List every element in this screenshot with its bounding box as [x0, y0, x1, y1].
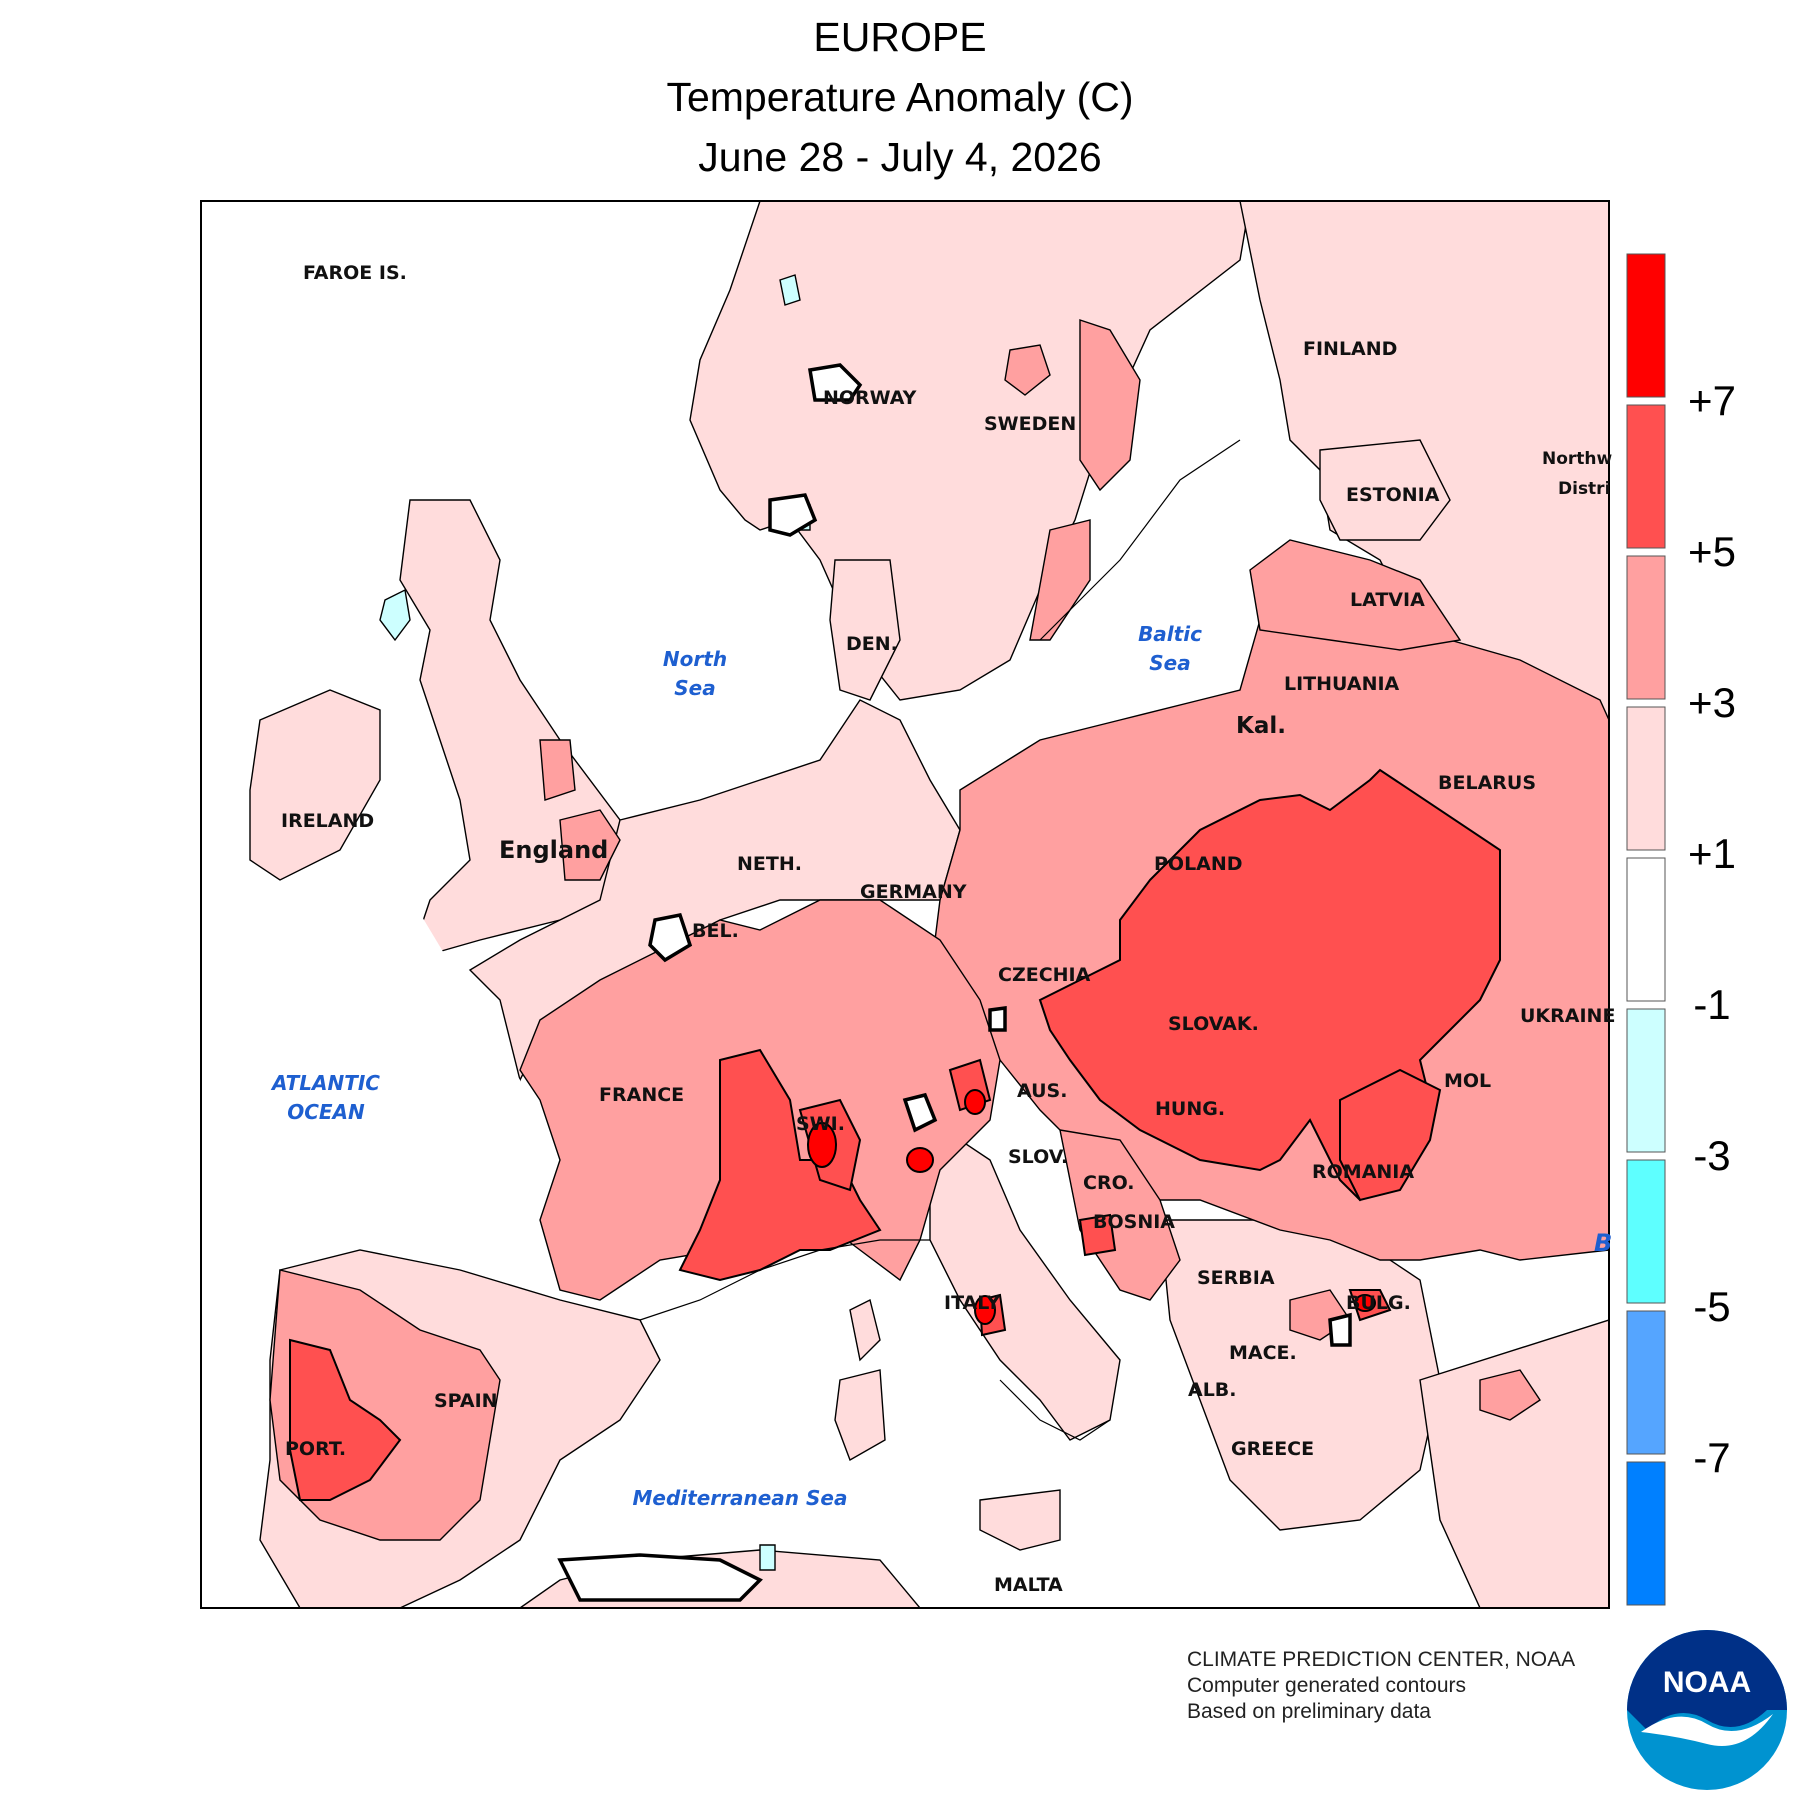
label-greece: GREECE	[1231, 1438, 1314, 1460]
legend-swatch	[1626, 1008, 1666, 1153]
legend-tick-label: -5	[1693, 1283, 1730, 1330]
legend-tick-label: +7	[1688, 377, 1736, 424]
label-france: FRANCE	[599, 1084, 684, 1106]
noaa-logo-text: NOAA	[1663, 1666, 1751, 1699]
label-edge-b: B	[1594, 1229, 1612, 1257]
credit-line-1: CLIMATE PREDICTION CENTER, NOAA	[1187, 1648, 1576, 1671]
map-body	[201, 201, 1609, 1608]
label-croatia: CRO.	[1083, 1172, 1135, 1194]
label-england: England	[499, 836, 608, 864]
label-bosnia: BOSNIA	[1093, 1211, 1175, 1233]
label-kal: Kal.	[1236, 713, 1286, 739]
zero-contour-rings	[557, 363, 1352, 1602]
noaa-logo: NOAA	[1627, 1630, 1787, 1790]
label-north-sea-2: Sea	[674, 676, 715, 700]
label-germany: GERMANY	[860, 881, 967, 903]
map-period-title: June 28 - July 4, 2026	[698, 134, 1102, 180]
label-norway: NORWAY	[823, 387, 917, 409]
legend-tick-label: -7	[1693, 1434, 1730, 1481]
label-sweden: SWEDEN	[984, 413, 1076, 435]
label-slovenia: SLOV.	[1008, 1146, 1068, 1168]
label-atlantic-2: OCEAN	[287, 1100, 365, 1124]
label-baltic-sea-1: Baltic	[1138, 622, 1202, 646]
legend-tick-label: +3	[1688, 679, 1736, 726]
label-estonia: ESTONIA	[1346, 484, 1440, 506]
label-italy: ITALY	[944, 1292, 1000, 1314]
label-belgium: BEL.	[692, 920, 739, 942]
coastlines	[639, 439, 1241, 1441]
label-portugal: PORT.	[285, 1438, 346, 1460]
label-atlantic-1: ATLANTIC	[270, 1071, 380, 1095]
label-ukraine: UKRAINE	[1520, 1005, 1615, 1027]
sea-labels: North Sea Baltic Sea ATLANTIC OCEAN Medi…	[270, 622, 1202, 1510]
open-sea-areas	[201, 201, 520, 1300]
color-legend: +7 +5 +3 +1 -1 -3 -5 -7	[1626, 253, 1736, 1606]
anomaly-above-7-areas	[807, 1089, 1376, 1325]
label-faroe: FAROE IS.	[303, 262, 407, 284]
legend-tick-label: +5	[1688, 528, 1736, 575]
legend-tick-label: -1	[1693, 981, 1730, 1028]
label-belarus: BELARUS	[1438, 772, 1536, 794]
legend-swatch	[1626, 1461, 1666, 1606]
legend-swatch	[1626, 857, 1666, 1002]
legend-swatch	[1626, 555, 1666, 700]
map-frame	[200, 200, 1610, 1609]
legend-swatch	[1626, 1310, 1666, 1455]
label-baltic-sea-2: Sea	[1149, 651, 1190, 675]
label-slovakia: SLOVAK.	[1168, 1013, 1259, 1035]
label-latvia: LATVIA	[1350, 589, 1425, 611]
credit-line-2: Computer generated contours	[1187, 1674, 1466, 1697]
label-north-sea-1: North	[663, 647, 727, 671]
label-netherlands: NETH.	[737, 853, 802, 875]
legend-swatch	[1626, 253, 1666, 398]
label-poland: POLAND	[1154, 853, 1243, 875]
label-romania: ROMANIA	[1312, 1161, 1414, 1183]
label-switzerland: SWI.	[796, 1113, 845, 1135]
credit-line-3: Based on preliminary data	[1187, 1700, 1431, 1723]
label-finland: FINLAND	[1303, 338, 1397, 360]
label-ireland: IRELAND	[281, 810, 374, 832]
label-spain: SPAIN	[434, 1390, 498, 1412]
label-macedonia: MACE.	[1229, 1342, 1297, 1364]
label-northwest-1: Northw	[1542, 449, 1613, 469]
label-czechia: CZECHIA	[998, 964, 1091, 986]
legend-swatch	[1626, 404, 1666, 549]
map-metric-title: Temperature Anomaly (C)	[666, 74, 1134, 120]
map-region-title: EUROPE	[813, 14, 987, 60]
label-albania: ALB.	[1188, 1379, 1237, 1401]
label-hungary: HUNG.	[1155, 1098, 1225, 1120]
legend-swatch	[1626, 706, 1666, 851]
anomaly-5-7-areas	[289, 768, 1501, 1501]
label-mediterranean: Mediterranean Sea	[633, 1486, 848, 1510]
country-labels: FAROE IS. NORWAY SWEDEN FINLAND Northw D…	[281, 262, 1615, 1596]
label-denmark: DEN.	[846, 633, 898, 655]
label-serbia: SERBIA	[1197, 1267, 1275, 1289]
label-austria: AUS.	[1017, 1080, 1067, 1102]
label-lithuania: LITHUANIA	[1284, 673, 1400, 695]
label-northwest-2: Distri	[1558, 479, 1610, 499]
label-moldova: MOL	[1444, 1070, 1491, 1092]
legend-swatch	[1626, 1159, 1666, 1304]
legend-tick-label: +1	[1688, 830, 1736, 877]
label-bulgaria: BULG.	[1346, 1292, 1411, 1314]
label-malta: MALTA	[994, 1574, 1063, 1596]
legend-tick-label: -3	[1693, 1132, 1730, 1179]
